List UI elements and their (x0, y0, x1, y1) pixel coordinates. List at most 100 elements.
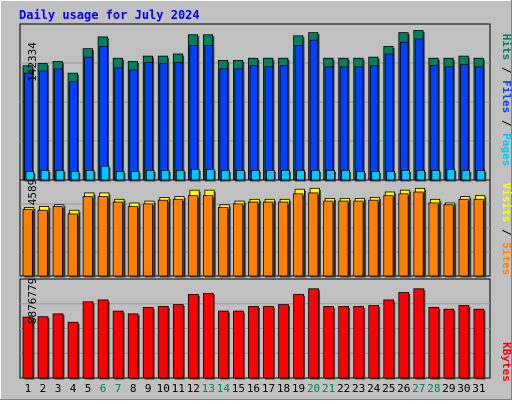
day-label: 3 (55, 382, 62, 395)
sites-bar (127, 206, 138, 277)
sites-bar (383, 195, 394, 277)
pages-bar (115, 171, 125, 181)
chart-title: Daily usage for July 2024 (19, 8, 200, 22)
day-label: 28 (427, 382, 440, 395)
day-label: 1 (25, 382, 32, 395)
files-bar (399, 41, 409, 181)
day-label: 20 (307, 382, 320, 395)
kbytes-bar (308, 288, 319, 379)
sites-bar (112, 201, 123, 277)
kbytes-bar (97, 299, 109, 379)
day-label: 14 (217, 382, 231, 395)
pages-bar (205, 168, 215, 181)
pages-bar (416, 169, 426, 181)
legend-pages: Pages (500, 133, 512, 166)
files-bar (369, 65, 379, 181)
files-bar (84, 56, 93, 181)
files-bar (204, 45, 214, 181)
sites-bar (428, 202, 439, 277)
legend-kbytes: KBytes (500, 342, 512, 382)
day-label: 9 (145, 382, 152, 395)
files-bar (414, 38, 424, 181)
day-label: 6 (100, 382, 107, 395)
files-bar (475, 66, 484, 181)
kbytes-bar (398, 292, 410, 379)
day-label: 23 (352, 382, 365, 395)
middle-panel-legend: Visits / Sites (500, 183, 512, 276)
legend-hits: Hits (500, 34, 512, 61)
files-bar (339, 66, 349, 181)
files-bar (174, 62, 184, 181)
kbytes-bar (263, 306, 274, 379)
files-bar (249, 65, 259, 181)
pages-bar (160, 169, 170, 181)
sites-bar (368, 199, 379, 277)
pages-bar (266, 169, 275, 181)
day-label: 11 (172, 382, 185, 395)
day-label: 7 (115, 382, 122, 395)
files-bar (384, 53, 394, 181)
svg-text:Visits / Sites: Visits / Sites (500, 183, 512, 276)
files-bar (99, 46, 108, 181)
pages-bar (25, 171, 35, 181)
kbytes-bar (233, 310, 244, 379)
kbytes-bar (338, 306, 349, 379)
files-bar (39, 70, 48, 181)
sites-bar (142, 203, 153, 277)
sites-bar (172, 198, 184, 277)
day-label: 5 (85, 382, 92, 395)
pages-bar (251, 169, 260, 181)
sites-bar (52, 206, 63, 277)
kbytes-bar (248, 306, 259, 379)
kbytes-bar (187, 293, 199, 379)
files-bar (219, 68, 229, 181)
pages-bar (476, 169, 486, 181)
sites-bar (323, 200, 334, 277)
day-label: 29 (442, 382, 455, 395)
pages-bar (401, 169, 411, 181)
legend-sites: Sites (500, 242, 512, 275)
kbytes-bar (383, 299, 395, 379)
kbytes-bar (323, 306, 334, 379)
files-bar (429, 65, 439, 181)
kbytes-bar (172, 304, 184, 379)
sites-bar (248, 201, 259, 277)
kbytes-bar (82, 301, 94, 379)
day-label: 30 (457, 382, 470, 395)
day-label: 17 (262, 382, 275, 395)
pages-bar (100, 165, 110, 181)
sites-bar (308, 192, 319, 277)
day-label: 8 (130, 382, 137, 395)
kbytes-bar (22, 316, 34, 379)
sites-bar (458, 198, 469, 277)
files-bar (234, 68, 244, 181)
pages-bar (341, 169, 350, 181)
pages-bar (55, 169, 65, 181)
day-label: 18 (277, 382, 290, 395)
kbytes-bar (428, 306, 440, 379)
sites-bar (37, 209, 48, 277)
kbytes-bar (218, 310, 229, 379)
pages-bar (175, 169, 185, 181)
pages-bar (461, 169, 471, 181)
sites-bar (67, 213, 78, 277)
kbytes-bar (443, 308, 455, 379)
files-bar (279, 65, 289, 181)
files-bar (189, 45, 199, 181)
bottom-panel-ymax-label: 8876779 (26, 278, 39, 324)
pages-bar (190, 168, 200, 181)
day-label: 16 (247, 382, 260, 395)
day-label: 2 (40, 382, 47, 395)
pages-bar (70, 171, 80, 181)
files-bar (114, 67, 123, 181)
files-bar (324, 66, 334, 181)
files-bar (129, 69, 138, 181)
pages-bar (281, 169, 290, 181)
sites-bar (97, 196, 108, 277)
kbytes-bar (142, 306, 154, 379)
sites-bar (157, 199, 169, 277)
files-bar (445, 66, 454, 181)
sites-bar (398, 193, 409, 277)
files-bar (294, 45, 304, 181)
